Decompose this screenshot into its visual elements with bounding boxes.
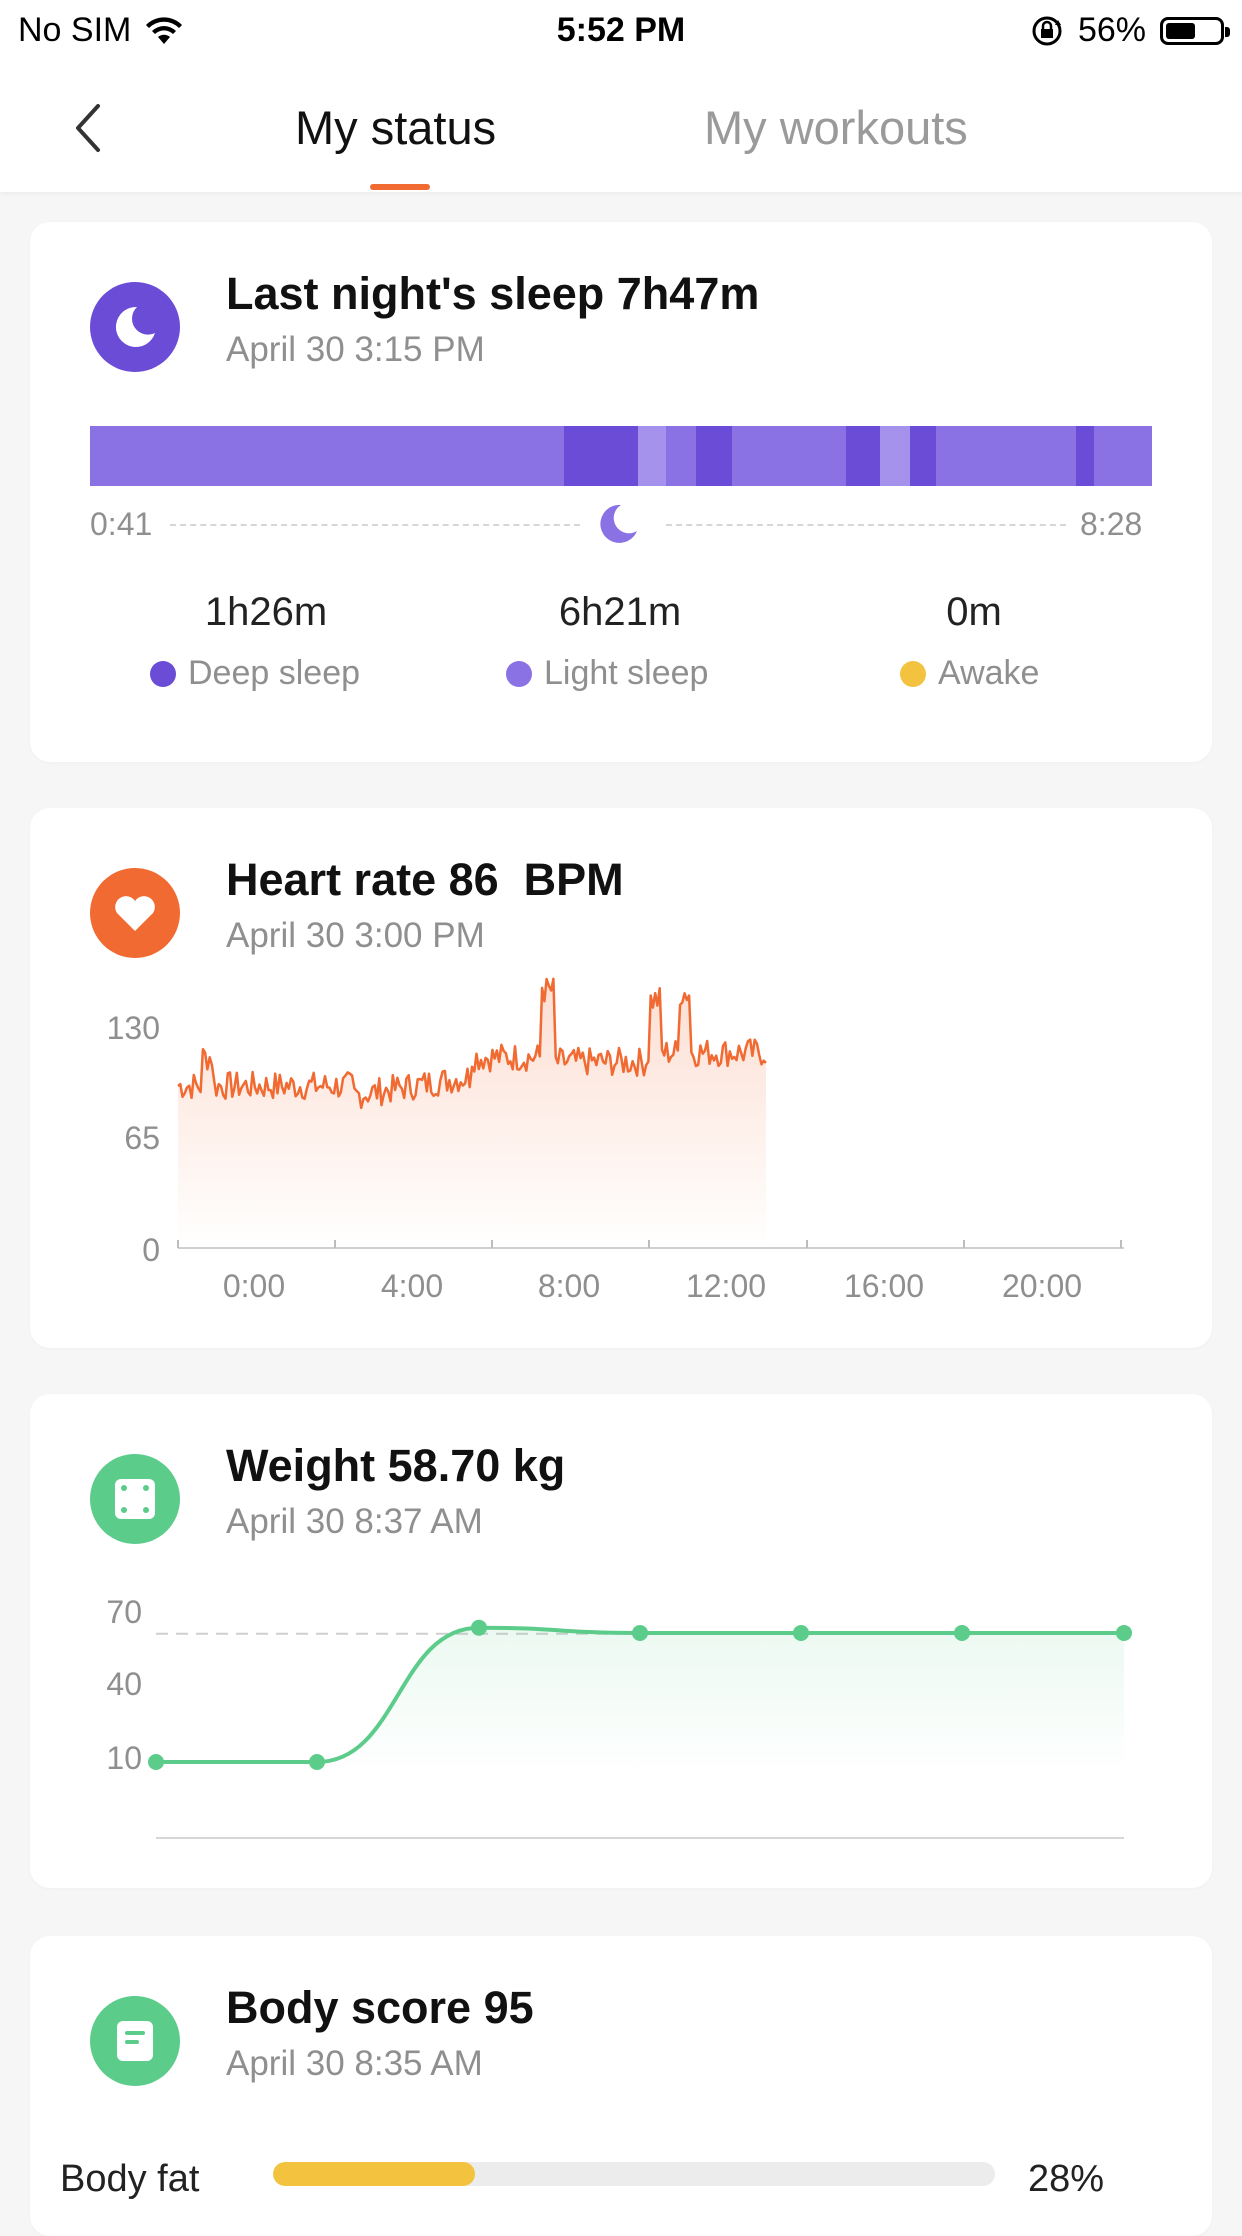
- weight-points: [148, 1619, 1132, 1770]
- x-tick-label: 16:00: [843, 1268, 925, 1304]
- weight-chart: [148, 1619, 1132, 1839]
- body-fat-label: Body fat: [60, 2158, 200, 2200]
- weight-card[interactable]: Weight 58.70 kg April 30 8:37 AM 70 40 1…: [30, 1394, 1212, 1888]
- tab-my-workouts[interactable]: My workouts: [704, 101, 968, 154]
- svg-text:z: z: [141, 312, 149, 329]
- sleep-start-time: 0:41: [90, 506, 153, 542]
- deep-sleep-value: 1h26m: [204, 590, 328, 634]
- moon-icon: [600, 504, 637, 543]
- heart-rate-title: Heart rate 86 BPM: [226, 854, 624, 905]
- tab-my-status[interactable]: My status: [295, 101, 497, 154]
- y-tick-label: 130: [106, 1010, 160, 1046]
- weight-data-point: [954, 1624, 970, 1641]
- weight-title: Weight 58.70 kg: [226, 1440, 566, 1491]
- weight-data-point: [148, 1754, 164, 1770]
- deep-sleep-label: Deep sleep: [188, 654, 361, 692]
- light-sleep-value: 6h21m: [558, 590, 682, 634]
- heart-rate-line: [177, 977, 767, 1110]
- x-tick-label: 8:00: [537, 1268, 601, 1304]
- awake-dot: [900, 660, 926, 687]
- x-tick-label: 4:00: [380, 1268, 444, 1304]
- weight-data-point: [1116, 1624, 1132, 1641]
- heart-rate-area: [178, 978, 766, 1248]
- weight-data-point: [793, 1624, 809, 1641]
- body-score-card[interactable]: Body score 95 April 30 8:35 AM: [30, 1936, 1212, 2236]
- awake-label: Awake: [938, 654, 1040, 692]
- timeline-dashes-left: [170, 524, 580, 526]
- x-tick-label: 20:00: [1001, 1268, 1083, 1304]
- deep-sleep-segment: [1076, 426, 1094, 486]
- scale-icon: [90, 1454, 180, 1544]
- deep-sleep-legend: Deep sleep: [150, 654, 360, 693]
- orientation-lock-icon: [1032, 16, 1062, 45]
- wifi-icon: [146, 16, 183, 44]
- weight-data-point: [309, 1754, 325, 1770]
- weight-area: [156, 1627, 1124, 1774]
- status-bar: No SIM 5:52 PM 56%: [0, 0, 1242, 62]
- status-bar-left: No SIM: [18, 11, 183, 50]
- light-sleep-legend: Light sleep: [506, 654, 708, 693]
- body-fat-progress-fill: [273, 2162, 476, 2186]
- sleep-stage-bar: [90, 426, 1152, 486]
- timeline-dashes-right: [666, 524, 1066, 526]
- heart-icon: [90, 868, 180, 958]
- awake-value: 0m: [946, 590, 1002, 634]
- x-tick-label: 0:00: [222, 1268, 286, 1304]
- status-bar-right: 56%: [1030, 11, 1230, 50]
- x-tick-label: 12:00: [685, 1268, 767, 1304]
- battery-percent: 56%: [1077, 11, 1146, 49]
- y-tick-label: 10: [106, 1740, 142, 1776]
- heart-rate-card[interactable]: Heart rate 86 BPM April 30 3:00 PM 130 6…: [30, 808, 1212, 1348]
- battery-icon: [1160, 16, 1230, 45]
- y-tick-label: 40: [106, 1666, 142, 1702]
- carrier-label: No SIM: [18, 11, 132, 49]
- back-icon[interactable]: [60, 98, 120, 158]
- sleep-title: Last night's sleep 7h47m: [226, 268, 760, 319]
- y-tick-label: 0: [142, 1232, 160, 1268]
- body-score-date: April 30 8:35 AM: [226, 2044, 483, 2083]
- deep-sleep-segment: [910, 426, 936, 486]
- light-sleep-label: Light sleep: [544, 654, 709, 692]
- deep-sleep-segment: [564, 426, 638, 486]
- sleep-card[interactable]: z Last night's sleep 7h47m April 30 3:15…: [30, 222, 1212, 762]
- clock: 5:52 PM: [556, 11, 686, 49]
- active-tab-indicator: [370, 184, 430, 190]
- sleep-date: April 30 3:15 PM: [226, 330, 485, 369]
- body-fat-value: 28%: [1028, 2158, 1105, 2200]
- weight-date: April 30 8:37 AM: [226, 1502, 483, 1541]
- weight-data-point: [471, 1619, 487, 1636]
- heart-rate-chart: [177, 977, 1124, 1249]
- light-sleep-segment: [638, 426, 666, 486]
- light-sleep-dot: [506, 660, 532, 687]
- body-fat-progress: [273, 2162, 995, 2186]
- deep-sleep-segment: [696, 426, 732, 486]
- weight-data-point: [632, 1624, 648, 1641]
- deep-sleep-segment: [846, 426, 880, 486]
- heart-rate-date: April 30 3:00 PM: [226, 916, 485, 955]
- y-tick-label: 70: [106, 1594, 142, 1630]
- body-score-title: Body score 95: [226, 1982, 534, 2033]
- body-score-icon: [90, 1996, 180, 2086]
- awake-legend: Awake: [900, 654, 1039, 693]
- y-tick-label: 65: [124, 1120, 160, 1156]
- battery-level: [1166, 22, 1195, 39]
- deep-sleep-dot: [150, 660, 176, 687]
- nav-bar: My status My workouts: [0, 62, 1242, 192]
- sleep-end-time: 8:28: [1080, 506, 1143, 542]
- light-sleep-segment: [880, 426, 910, 486]
- sleep-icon: z: [90, 282, 180, 372]
